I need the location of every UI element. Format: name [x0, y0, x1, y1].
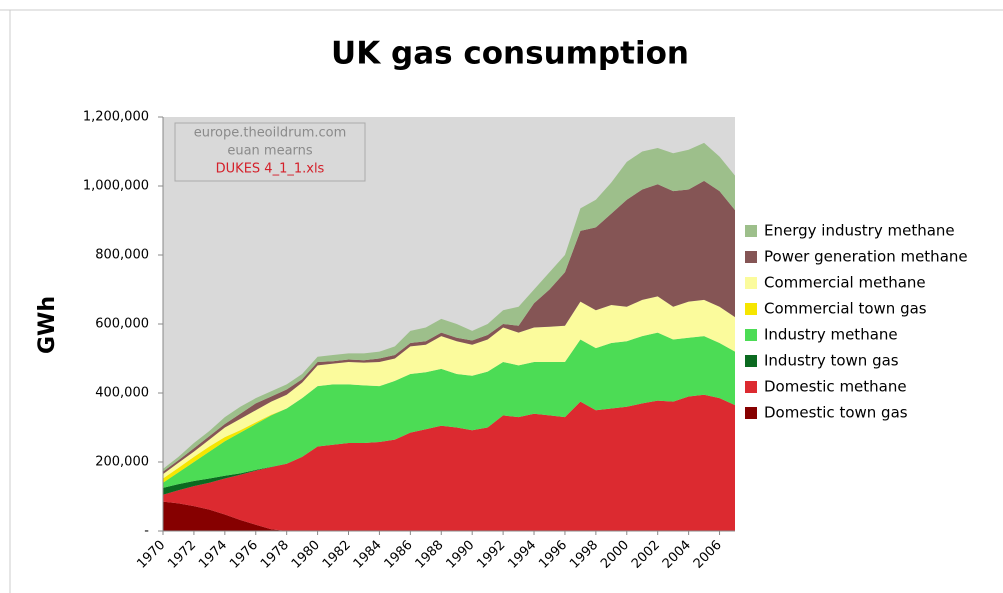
x-tick-label: 1970 [134, 538, 168, 572]
annotation: europe.theoildrum.com [194, 126, 347, 141]
legend-label: Commercial methane [764, 274, 926, 292]
y-tick-label: 600,000 [95, 317, 149, 332]
x-tick-label: 1994 [505, 538, 539, 572]
area [163, 180, 735, 475]
annotation-box [174, 122, 366, 182]
area [163, 501, 735, 531]
x-tick-label: 1972 [165, 538, 199, 572]
legend-swatch [745, 407, 757, 419]
y-axis-label: GWh [35, 296, 60, 354]
x-tick-label: 1976 [227, 538, 261, 572]
x-tick-label: 2006 [691, 538, 725, 572]
legend-label: Domestic town gas [764, 404, 908, 422]
x-tick-label: 2000 [598, 538, 632, 572]
legend-label: Commercial town gas [764, 300, 927, 318]
x-tick-label: 1988 [413, 538, 447, 572]
legend-label: Power generation methane [764, 248, 968, 266]
y-tick-label: 800,000 [95, 248, 149, 263]
legend-swatch [745, 251, 757, 263]
x-tick-label: 1980 [289, 538, 323, 572]
y-tick-label: 1,200,000 [83, 110, 149, 125]
legend-swatch [745, 381, 757, 393]
y-tick-label: 400,000 [95, 386, 149, 401]
x-tick-label: 1984 [351, 538, 385, 572]
area [163, 394, 735, 531]
legend-swatch [745, 277, 757, 289]
legend-swatch [745, 355, 757, 367]
annotation: DUKES 4_1_1.xls [216, 162, 325, 177]
legend-swatch [745, 225, 757, 237]
x-tick-label: 1974 [196, 538, 230, 572]
x-tick-label: 1996 [536, 538, 570, 572]
annotation: euan mearns [227, 144, 313, 159]
legend-label: Energy industry methane [764, 222, 955, 240]
y-tick-label: 200,000 [95, 455, 149, 470]
area [163, 142, 735, 472]
x-tick-label: 2004 [660, 538, 694, 572]
x-tick-label: 2002 [629, 538, 663, 572]
legend-swatch [745, 329, 757, 341]
areas [163, 142, 735, 531]
y-tick-label: 1,000,000 [83, 179, 149, 194]
legend-swatch [745, 303, 757, 315]
x-tick-label: 1978 [258, 538, 292, 572]
x-tick-label: 1986 [382, 538, 416, 572]
legend-label: Industry town gas [764, 352, 899, 370]
area [163, 296, 735, 479]
area [163, 332, 735, 488]
x-tick-label: 1982 [320, 538, 354, 572]
y-tick-label: - [144, 524, 149, 539]
legend-label: Domestic methane [764, 378, 907, 396]
x-tick-label: 1990 [443, 538, 477, 572]
x-tick-label: 1998 [567, 538, 601, 572]
x-tick-label: 1992 [474, 538, 508, 572]
chart-title: UK gas consumption [331, 36, 689, 72]
legend-label: Industry methane [764, 326, 898, 344]
